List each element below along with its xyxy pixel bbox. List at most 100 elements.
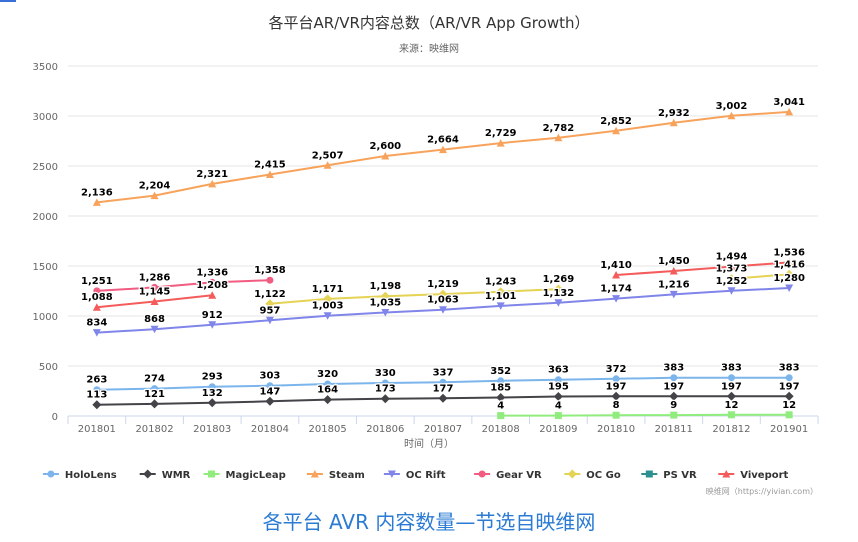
data-point-oc-rift[interactable]	[727, 287, 736, 295]
data-point-viveport[interactable]	[612, 271, 621, 279]
data-point-steam[interactable]	[439, 145, 447, 154]
legend-marker-wmr[interactable]	[143, 469, 153, 479]
legend-marker-magicleap[interactable]	[208, 470, 215, 478]
data-point-hololens[interactable]	[93, 386, 101, 394]
data-point-hololens[interactable]	[324, 380, 332, 388]
x-tick-label: 201801	[78, 424, 116, 435]
data-point-steam[interactable]	[785, 107, 794, 116]
data-point-wmr[interactable]	[669, 391, 679, 401]
data-point-hololens[interactable]	[151, 385, 159, 393]
data-label-magicleap: 8	[613, 400, 620, 411]
data-point-hololens[interactable]	[670, 374, 678, 382]
data-point-steam[interactable]	[323, 161, 332, 169]
legend-item-gear-vr: Gear VR	[496, 470, 542, 481]
y-tick-label: 3000	[33, 112, 58, 123]
data-point-oc-rift[interactable]	[92, 329, 101, 337]
data-point-magicleap[interactable]	[612, 411, 620, 419]
legend-marker-viveport[interactable]	[722, 470, 731, 478]
data-label-viveport: 1,145	[139, 287, 171, 298]
data-point-magicleap[interactable]	[670, 411, 678, 419]
data-point-wmr[interactable]	[150, 399, 160, 409]
data-point-gear-vr[interactable]	[93, 287, 101, 295]
data-point-oc-rift[interactable]	[439, 306, 447, 314]
data-point-viveport[interactable]	[785, 258, 794, 266]
data-point-magicleap[interactable]	[727, 411, 735, 419]
data-point-wmr[interactable]	[553, 392, 563, 401]
data-label-steam: 2,321	[196, 169, 228, 180]
data-point-hololens[interactable]	[497, 377, 505, 385]
data-point-gear-vr[interactable]	[151, 283, 159, 291]
legend-marker-oc-go[interactable]	[567, 469, 577, 479]
data-point-viveport[interactable]	[669, 267, 678, 275]
data-point-gear-vr[interactable]	[208, 278, 216, 286]
legend-marker-hololens[interactable]	[47, 470, 55, 478]
data-point-magicleap[interactable]	[497, 412, 505, 420]
data-point-viveport[interactable]	[92, 303, 101, 311]
data-point-steam[interactable]	[150, 191, 159, 200]
data-point-magicleap[interactable]	[554, 412, 562, 420]
data-point-viveport[interactable]	[150, 297, 159, 306]
data-point-oc-go[interactable]	[496, 287, 506, 297]
data-point-steam[interactable]	[208, 179, 217, 188]
data-point-oc-go[interactable]	[726, 274, 736, 284]
data-label-wmr: 147	[259, 386, 280, 397]
data-point-wmr[interactable]	[92, 400, 102, 410]
data-point-steam[interactable]	[554, 133, 563, 142]
data-point-wmr[interactable]	[323, 395, 333, 405]
data-point-oc-go[interactable]	[553, 284, 563, 294]
data-point-oc-rift[interactable]	[381, 309, 390, 317]
data-point-wmr[interactable]	[438, 393, 448, 403]
data-point-viveport[interactable]	[727, 262, 736, 271]
data-point-steam[interactable]	[496, 139, 505, 147]
data-label-oc-rift: 1,035	[369, 298, 401, 309]
data-point-oc-go[interactable]	[784, 269, 794, 279]
data-point-hololens[interactable]	[785, 374, 793, 382]
figure-caption: 各平台 AVR 内容数量—节选自映维网	[262, 510, 596, 534]
data-point-wmr[interactable]	[207, 398, 217, 408]
data-point-hololens[interactable]	[612, 375, 620, 383]
data-point-oc-rift[interactable]	[554, 299, 563, 307]
data-label-oc-rift: 912	[202, 310, 223, 321]
data-point-oc-rift[interactable]	[612, 295, 621, 303]
data-point-oc-rift[interactable]	[208, 321, 217, 329]
data-point-hololens[interactable]	[727, 374, 735, 382]
data-point-oc-rift[interactable]	[496, 302, 505, 310]
legend-marker-steam[interactable]	[310, 470, 319, 478]
data-point-steam[interactable]	[92, 198, 101, 206]
data-point-steam[interactable]	[381, 152, 390, 160]
data-point-hololens[interactable]	[439, 378, 447, 386]
data-point-hololens[interactable]	[381, 379, 389, 387]
data-point-gear-vr[interactable]	[266, 276, 274, 284]
data-label-viveport: 1,494	[716, 252, 748, 263]
data-point-hololens[interactable]	[554, 376, 562, 384]
data-point-wmr[interactable]	[380, 394, 390, 404]
data-point-hololens[interactable]	[208, 383, 216, 391]
data-point-oc-go[interactable]	[380, 291, 390, 301]
data-point-wmr[interactable]	[265, 396, 275, 406]
data-point-hololens[interactable]	[266, 382, 274, 390]
legend-marker-gear-vr[interactable]	[478, 470, 486, 478]
data-point-oc-rift[interactable]	[323, 312, 332, 320]
data-point-oc-rift[interactable]	[785, 284, 794, 293]
data-point-viveport[interactable]	[208, 291, 217, 299]
data-point-oc-rift[interactable]	[150, 325, 159, 334]
data-point-steam[interactable]	[669, 118, 678, 127]
data-point-steam[interactable]	[727, 111, 736, 120]
data-label-gear-vr: 1,286	[139, 272, 171, 283]
y-tick-label: 500	[39, 362, 58, 373]
data-point-oc-go[interactable]	[438, 289, 448, 299]
x-tick-label: 201806	[366, 424, 404, 435]
data-point-wmr[interactable]	[496, 393, 506, 402]
data-point-magicleap[interactable]	[785, 411, 793, 419]
data-point-oc-go[interactable]	[265, 299, 275, 309]
data-point-steam[interactable]	[612, 126, 621, 135]
data-point-steam[interactable]	[265, 170, 274, 179]
data-point-oc-rift[interactable]	[265, 316, 274, 325]
legend-marker-ps-vr[interactable]	[645, 470, 653, 478]
legend-marker-oc-rift[interactable]	[387, 470, 396, 479]
data-point-wmr[interactable]	[726, 391, 736, 401]
data-point-wmr[interactable]	[611, 391, 621, 401]
data-point-wmr[interactable]	[784, 391, 794, 401]
data-point-oc-go[interactable]	[323, 294, 333, 304]
data-point-oc-rift[interactable]	[669, 290, 678, 299]
